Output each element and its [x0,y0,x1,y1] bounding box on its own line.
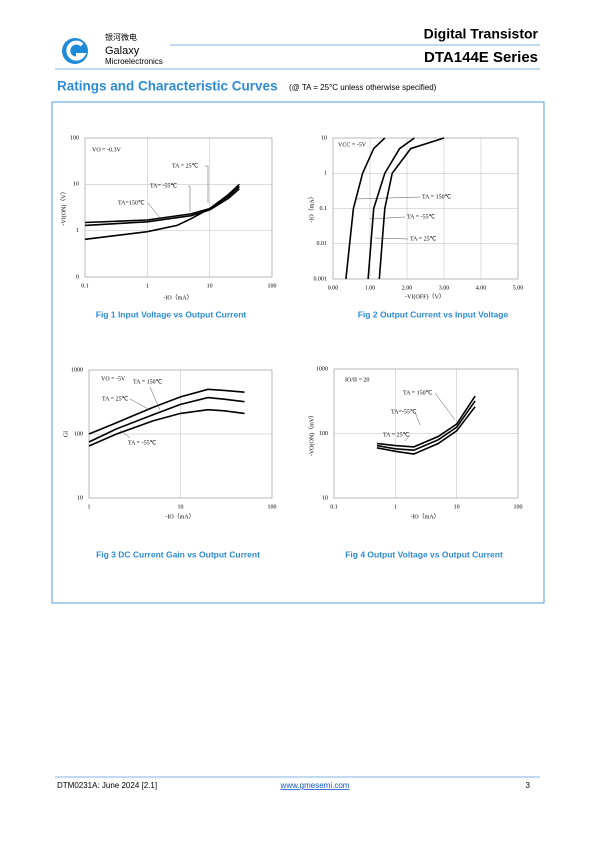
y-axis-label: GI [63,431,69,437]
x-tick-label: 3.00 [439,285,450,291]
figure-caption: Fig 2 Output Current vs Input Voltage [358,309,509,319]
series-line [88,388,245,435]
plot-area [84,137,273,278]
leader-line [205,165,209,203]
section-title: Ratings and Characteristic Curves [57,79,278,94]
y-tick-label: 1000 [71,367,83,373]
leader-line [434,392,456,421]
x-axis-label: -IO（mA） [163,294,192,301]
series-line [88,396,245,443]
x-axis-label: -IO（mA） [410,513,439,520]
y-tick-label: 10 [77,495,83,501]
y-axis-label: -IO（mA） [308,193,315,222]
leader-line [149,386,161,411]
x-axis-label: -VI(OFF)（V） [405,293,445,300]
brand: Galaxy [105,45,140,57]
x-tick-label: 10 [178,504,184,510]
series-label: TA = -55℃ [128,440,157,446]
x-tick-label: 100 [514,504,523,510]
series-label: TA = 25℃ [383,432,410,438]
doc-title: Digital Transistor [424,26,539,42]
x-tick-label: 10 [207,283,213,289]
series-line [376,406,476,455]
section-condition: (@ TA = 25°C unless otherwise specified) [289,83,437,92]
series-line [84,183,240,241]
annotation: VCC = -5V [338,142,367,148]
y-tick-label: 1 [324,171,327,177]
x-tick-label: 100 [268,283,277,289]
annotation: VO = -5V [101,376,126,382]
page-number: 3 [526,781,531,790]
x-tick-label: 1.00 [365,285,376,291]
y-axis-label: -VI(ON)（V） [60,188,67,225]
y-axis-label: -VO(ON)（mV） [308,412,315,456]
series-line [378,137,445,280]
x-tick-label: 1 [146,283,149,289]
x-tick-label: 5.00 [513,285,524,291]
x-axis-label: -IO（mA） [165,513,194,520]
series-line [367,137,415,280]
y-tick-label: 10 [73,182,79,188]
y-tick-label: 0.001 [314,276,328,282]
leader-line [147,202,161,219]
series-line [345,137,386,280]
y-tick-label: 1 [76,228,79,234]
annotation: IO/II = 20 [345,377,369,383]
figure-caption: Fig 4 Output Voltage vs Output Current [345,549,503,559]
leader-line [374,237,409,240]
x-tick-label: 1 [394,504,397,510]
website-link[interactable]: www.gmesemi.com [280,781,350,790]
figure-caption: Fig 1 Input Voltage vs Output Current [96,309,247,319]
leader-line [129,398,151,411]
brand-cn: 银河微电 [105,32,137,42]
series-line [376,395,476,448]
brand-sub: Microelectronics [105,57,163,66]
figure-box [51,101,545,604]
leader-line [404,434,411,442]
x-tick-label: 0.1 [330,504,338,510]
series-label: TA = 150℃ [422,194,452,200]
y-tick-label: 0.1 [320,206,328,212]
leader-line [369,216,406,220]
y-tick-label: 0.01 [317,241,328,247]
x-tick-label: 10 [454,504,460,510]
y-tick-label: 100 [70,135,79,141]
leader-line [355,196,421,200]
series-line [84,185,240,224]
x-tick-label: 0.00 [328,285,339,291]
x-tick-label: 4.00 [476,285,487,291]
figure-caption: Fig 3 DC Current Gain vs Output Current [96,549,260,559]
series-label: TA=150℃ [118,200,145,206]
series-line [376,400,476,452]
series-label: TA = 25℃ [410,236,437,242]
x-tick-label: 0.1 [81,283,89,289]
x-tick-label: 2.00 [402,285,413,291]
x-tick-label: 1 [88,504,91,510]
x-tick-label: 100 [268,504,277,510]
leader-line [188,185,191,212]
y-tick-label: 1000 [316,366,328,372]
series-line [88,408,245,447]
series-label: TA = 25℃ [172,163,199,169]
series-line [84,188,240,227]
y-tick-label: 0 [76,274,79,280]
series-label: TA=-55℃ [391,409,417,415]
series-label: TA = 150℃ [133,379,163,385]
series-label: TA = 150℃ [403,390,433,396]
y-tick-label: 10 [322,495,328,501]
series-label: TA = 25℃ [102,396,129,402]
part-series: DTA144E Series [424,49,538,66]
logo-mark [66,40,87,61]
y-tick-label: 100 [319,431,328,437]
series-label: TA = -55℃ [407,214,436,220]
y-tick-label: 10 [321,135,327,141]
leader-line [119,429,131,439]
doc-id: DTM0231A: June 2024 [2.1] [57,781,157,790]
series-label: TA= -55℃ [150,183,177,189]
leader-line [414,411,421,426]
annotation: VO = -0.3V [92,147,122,153]
y-tick-label: 100 [74,431,83,437]
